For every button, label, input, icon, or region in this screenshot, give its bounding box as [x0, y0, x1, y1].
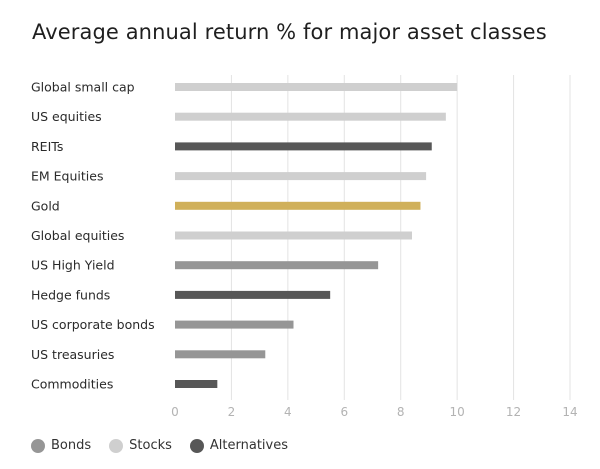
- x-tick-label-8: 8: [397, 405, 405, 419]
- legend-item-bonds: Bonds: [31, 438, 91, 453]
- legend-label-alternatives: Alternatives: [209, 438, 289, 453]
- category-label-global-equities: Global equities: [31, 228, 124, 243]
- bar-us-equities: [175, 112, 446, 121]
- x-tick-label-12: 12: [506, 405, 521, 419]
- x-tick-label-6: 6: [340, 405, 348, 419]
- x-tick-label-14: 14: [562, 405, 577, 419]
- category-label-commodities: Commodities: [31, 377, 113, 392]
- bar-global-equities: [175, 231, 412, 240]
- bar-gold: [175, 201, 421, 210]
- legend: Bonds Stocks Alternatives: [31, 438, 306, 453]
- category-label-hedge-funds: Hedge funds: [31, 287, 110, 302]
- category-label-gold: Gold: [31, 198, 60, 213]
- bar-us-treasuries: [175, 350, 266, 359]
- x-tick-label-10: 10: [450, 405, 465, 419]
- bar-reits: [175, 142, 432, 151]
- category-label-em-equities: EM Equities: [31, 169, 103, 184]
- legend-item-alternatives: Alternatives: [189, 438, 289, 453]
- category-label-global-small-cap: Global small cap: [31, 80, 135, 95]
- category-label-us-corporate-bonds: US corporate bonds: [31, 317, 155, 332]
- legend-swatch-alternatives: [189, 438, 204, 453]
- chart-title: Average annual return % for major asset …: [32, 20, 547, 44]
- legend-swatch-stocks: [109, 438, 124, 453]
- category-label-reits: REITs: [31, 139, 63, 154]
- legend-label-stocks: Stocks: [129, 438, 172, 453]
- category-label-us-equities: US equities: [31, 109, 102, 124]
- legend-item-stocks: Stocks: [109, 438, 172, 453]
- category-label-us-high-yield: US High Yield: [31, 258, 115, 273]
- legend-swatch-bonds: [31, 438, 45, 453]
- category-label-us-treasuries: US treasuries: [31, 347, 114, 362]
- x-tick-label-0: 0: [171, 405, 179, 419]
- bar-hedge-funds: [175, 290, 331, 299]
- x-tick-label-4: 4: [284, 405, 292, 419]
- bar-us-high-yield: [175, 261, 379, 270]
- bar-global-small-cap: [175, 83, 458, 91]
- bar-us-corporate-bonds: [175, 320, 294, 329]
- bar-em-equities: [175, 172, 427, 181]
- legend-label-bonds: Bonds: [51, 438, 92, 453]
- x-tick-label-2: 2: [228, 405, 236, 419]
- bar-commodities: [175, 380, 218, 388]
